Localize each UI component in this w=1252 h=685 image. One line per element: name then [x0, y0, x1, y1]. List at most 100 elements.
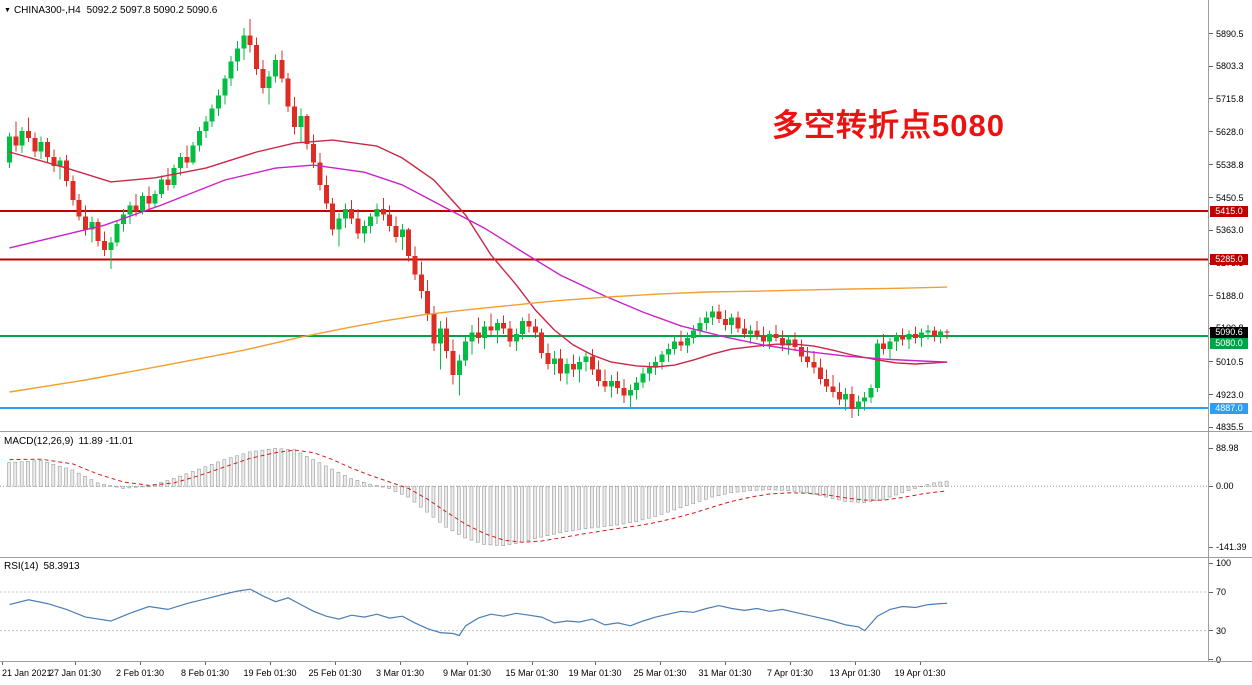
- macd-label: MACD(12,26,9) 11.89 -11.01: [4, 436, 138, 447]
- candle-body: [26, 130, 32, 139]
- candle-body: [824, 378, 830, 387]
- candle-body: [298, 115, 304, 128]
- candle-body: [159, 179, 165, 195]
- candle-body: [697, 322, 703, 331]
- time-axis-tick: [855, 662, 856, 665]
- macd-histogram-bar: [140, 485, 144, 488]
- price-axis-tick: [1209, 394, 1213, 396]
- candle-body: [292, 106, 298, 128]
- candle-body: [520, 321, 526, 335]
- candle-body: [89, 222, 95, 230]
- macd-histogram-bar: [70, 469, 75, 487]
- macd-histogram-bar: [710, 485, 714, 498]
- price-axis-tick: [1209, 295, 1213, 297]
- candle-body: [691, 330, 697, 338]
- macd-indicator-canvas[interactable]: [0, 432, 1208, 557]
- candle-body: [127, 205, 133, 215]
- time-tick-label: 7 Apr 01:30: [766, 668, 814, 678]
- price-level-badge: 5415.0: [1210, 205, 1248, 217]
- candle-body: [608, 380, 614, 387]
- time-axis[interactable]: 21 Jan 2021 27 Jan 01:30 2 Feb 01:30 8 Feb …: [0, 662, 1252, 685]
- candle-body: [425, 291, 431, 314]
- rsi-line: [9, 588, 948, 637]
- macd-histogram-bar: [894, 485, 898, 496]
- macd-histogram-bar: [355, 480, 360, 487]
- candle-body: [482, 326, 488, 338]
- candle-body: [102, 240, 108, 251]
- candle-body: [596, 369, 602, 381]
- candle-body: [881, 343, 887, 350]
- symbol-dropdown-icon[interactable]: ▼: [4, 7, 11, 14]
- macd-histogram-bar: [133, 485, 138, 488]
- macd-histogram-bar: [881, 485, 886, 500]
- candle-body: [678, 341, 684, 346]
- time-tick-label: 19 Feb 01:30: [243, 668, 297, 678]
- macd-histogram-bar: [235, 455, 239, 487]
- macd-histogram-bar: [925, 484, 930, 487]
- candle-body: [862, 397, 868, 402]
- macd-histogram-bar: [95, 482, 100, 487]
- macd-histogram-bar: [108, 485, 113, 487]
- candle-body: [133, 205, 139, 211]
- macd-axis-tick: [1209, 485, 1213, 487]
- candle-body: [919, 332, 925, 338]
- macd-histogram-bar: [761, 485, 765, 491]
- candle-body: [729, 317, 735, 325]
- ma-fast-red: [9, 139, 948, 368]
- candle-body: [7, 136, 12, 163]
- panel-separator[interactable]: [0, 557, 1252, 558]
- candle-body: [222, 78, 228, 96]
- price-chart-canvas[interactable]: [0, 0, 1208, 431]
- macd-histogram-bar: [900, 485, 905, 494]
- macd-histogram-bar: [450, 485, 455, 532]
- price-tick-label: 5538.8: [1216, 159, 1244, 170]
- candle-body: [716, 311, 722, 320]
- candle-body: [539, 332, 545, 353]
- macd-histogram-bar: [824, 485, 829, 498]
- candle-body: [710, 311, 716, 318]
- time-axis-tick: [790, 662, 791, 665]
- candle-body: [444, 328, 450, 351]
- macd-histogram-bar: [45, 462, 49, 487]
- macd-histogram-bar: [647, 485, 651, 519]
- annotation-text-object[interactable]: 多空转折点5080: [772, 108, 1005, 143]
- candle-body: [57, 160, 63, 167]
- candle-body: [513, 334, 519, 342]
- macd-histogram-bar: [190, 471, 195, 487]
- candle-body: [330, 203, 336, 230]
- price-tick-label: 4835.5: [1216, 422, 1244, 433]
- macd-histogram-bar: [64, 467, 68, 487]
- macd-axis-tick: [1209, 546, 1213, 548]
- panel-separator[interactable]: [0, 431, 1252, 432]
- time-tick-label: 13 Apr 01:30: [829, 668, 881, 678]
- candle-body: [399, 229, 405, 238]
- time-tick-label: 25 Mar 01:30: [633, 668, 687, 678]
- candle-body: [374, 209, 380, 217]
- candle-body: [311, 143, 317, 163]
- candle-body: [564, 363, 570, 374]
- macd-histogram-bar: [216, 461, 220, 487]
- candle-body: [684, 337, 690, 346]
- candle-body: [393, 225, 399, 238]
- candle-body: [228, 61, 234, 79]
- price-tick-label: 5363.0: [1216, 225, 1244, 236]
- macd-histogram-bar: [849, 485, 854, 503]
- rsi-indicator-canvas[interactable]: [0, 558, 1208, 661]
- macd-signal-line: [9, 449, 948, 543]
- macd-histogram-bar: [691, 485, 695, 504]
- macd-histogram-bar: [564, 485, 569, 532]
- candle-body: [342, 209, 348, 219]
- candle-body: [906, 334, 912, 340]
- candle-body: [412, 255, 418, 275]
- macd-histogram-bar: [146, 485, 151, 488]
- candle-body: [653, 362, 659, 368]
- macd-histogram-bar: [830, 485, 835, 499]
- symbol-title: CHINA300-,H4: [13, 5, 81, 16]
- macd-histogram-bar: [590, 485, 594, 529]
- price-axis[interactable]: 5890.5 5803.3 5715.8 5628.0 5538.8 5450.5 5363…: [1208, 0, 1252, 665]
- candle-body: [551, 358, 557, 364]
- macd-histogram-bar: [26, 461, 30, 487]
- macd-histogram-bar: [685, 485, 689, 506]
- macd-histogram-bar: [463, 485, 467, 539]
- candle-body: [241, 35, 247, 49]
